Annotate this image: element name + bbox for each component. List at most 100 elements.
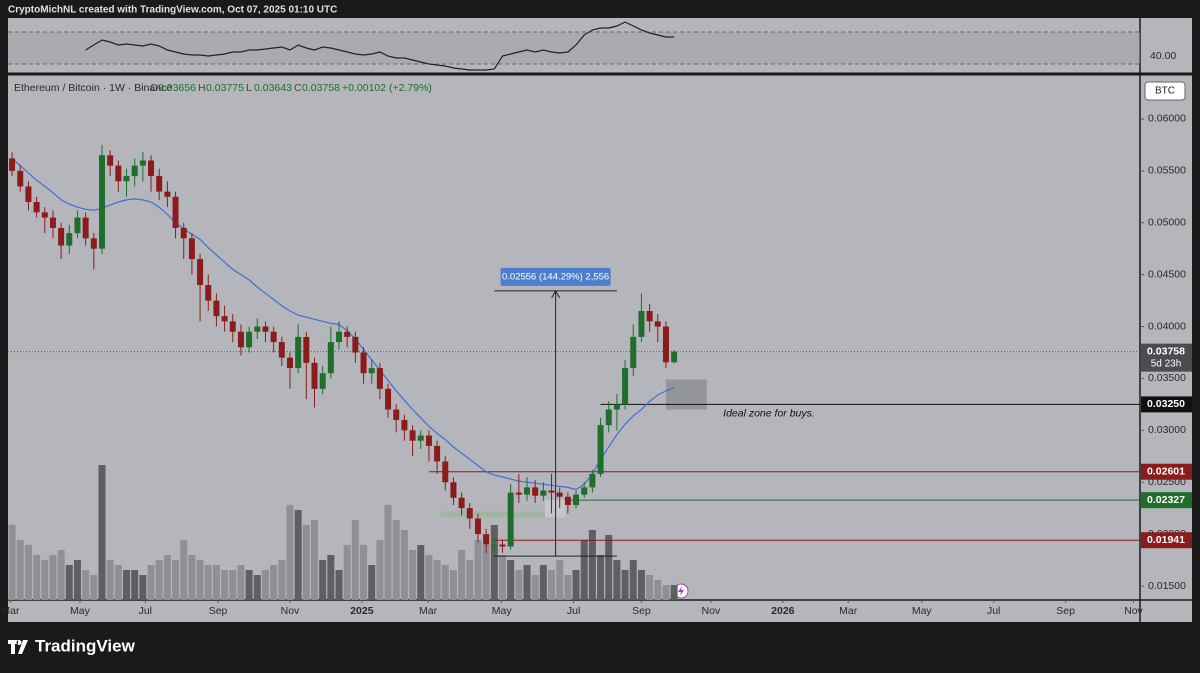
legend-value: 0.03758 xyxy=(302,82,340,94)
volume-bar xyxy=(384,505,392,600)
volume-bar xyxy=(319,560,327,600)
candle-body xyxy=(638,310,645,337)
candle-body xyxy=(98,155,105,249)
volume-bar xyxy=(368,565,376,600)
rsi-line xyxy=(85,21,675,71)
volume-bar xyxy=(286,505,294,600)
candle-body xyxy=(336,331,343,343)
candle-body xyxy=(425,435,432,446)
volume-bar xyxy=(163,555,171,600)
volume-bar xyxy=(548,570,556,600)
candle-body xyxy=(41,212,48,218)
volume-bar xyxy=(629,560,637,600)
volume-bar xyxy=(302,525,310,600)
candle-body xyxy=(581,487,588,495)
candle-body xyxy=(474,518,481,535)
measure-label: 0.02556 (144.29%) 2,556 xyxy=(502,271,609,282)
x-tick-label: May xyxy=(492,605,513,617)
currency[interactable]: BTC xyxy=(1155,86,1175,97)
candle-body xyxy=(254,326,261,332)
candle-body xyxy=(556,492,563,497)
volume-bar xyxy=(523,565,531,600)
volume-bar xyxy=(33,555,41,600)
candle-body xyxy=(507,492,514,547)
volume-bar xyxy=(310,520,318,600)
candle-body xyxy=(646,310,653,322)
volume-bar xyxy=(65,565,73,600)
volume-bar xyxy=(98,465,106,600)
candle-body xyxy=(385,388,392,410)
candle-body xyxy=(442,461,449,483)
legend-key: O xyxy=(150,82,158,94)
candle-body xyxy=(25,186,32,202)
candle-body xyxy=(82,217,89,239)
candle-body xyxy=(360,352,367,374)
note: Ideal zone for buys. xyxy=(723,407,815,419)
volume-bar xyxy=(490,525,498,600)
candle-body xyxy=(139,160,146,166)
level-label: 0.02327 xyxy=(1147,494,1185,506)
volume-bar xyxy=(425,555,433,600)
candle-body xyxy=(532,487,539,496)
volume-bar xyxy=(441,565,449,600)
y-tick-label: 0.05500 xyxy=(1148,165,1186,177)
watermark: CryptoMichNL created with TradingView.co… xyxy=(8,5,337,16)
y-tick-label: 0.04000 xyxy=(1148,320,1186,332)
volume-bar xyxy=(343,545,351,600)
level-box xyxy=(1141,396,1192,413)
candle-body xyxy=(237,331,244,348)
candle-body xyxy=(417,435,424,441)
volume-bar xyxy=(360,545,368,600)
y-tick-label: 0.06000 xyxy=(1148,113,1186,125)
volume-bar xyxy=(605,535,613,600)
volume-bar xyxy=(449,570,457,600)
chart-area xyxy=(8,18,1192,622)
brand: TradingView xyxy=(35,636,136,655)
current-price-label: 0.03758 xyxy=(1147,345,1185,357)
volume-bar xyxy=(82,570,90,600)
volume-bar xyxy=(294,510,302,600)
candle-body xyxy=(605,409,612,426)
candle-body xyxy=(188,238,195,260)
volume-bar xyxy=(245,570,253,600)
volume-bar xyxy=(539,565,547,600)
volume-bar xyxy=(24,545,32,600)
volume-bar xyxy=(654,580,662,600)
volume-bar xyxy=(458,550,466,600)
candle-body xyxy=(164,191,171,197)
candle-body xyxy=(466,508,473,519)
volume-bar xyxy=(261,570,269,600)
volume-bar xyxy=(498,555,506,600)
rsi-tick-label: 40.00 xyxy=(1150,50,1176,62)
countdown: 5d 23h xyxy=(1151,358,1182,369)
candle-body xyxy=(597,425,604,474)
volume-bar xyxy=(188,555,196,600)
candle-body xyxy=(156,176,163,192)
x-tick-label: Nov xyxy=(702,605,721,617)
candle-body xyxy=(524,487,531,495)
candle-body xyxy=(213,300,220,317)
x-tick-label: May xyxy=(912,605,933,617)
x-tick-label: Nov xyxy=(281,605,300,617)
x-tick-label: Jul xyxy=(139,605,152,617)
candle-body xyxy=(344,331,351,337)
candle-body xyxy=(483,534,490,545)
volume-bar xyxy=(556,560,564,600)
volume-bar xyxy=(278,560,286,600)
candle-body xyxy=(409,430,416,441)
volume-bar xyxy=(400,530,408,600)
candle-body xyxy=(548,490,555,493)
volume-bar xyxy=(327,555,335,600)
currency-box[interactable] xyxy=(1144,81,1186,101)
volume-bar xyxy=(588,530,596,600)
candle-body xyxy=(131,165,138,177)
measure-arrowhead xyxy=(551,289,561,299)
candle-body xyxy=(303,336,310,363)
volume-bar xyxy=(670,585,678,600)
candle-body xyxy=(229,321,236,332)
level-box xyxy=(1141,532,1192,549)
candle-body xyxy=(662,326,669,363)
volume-bar xyxy=(212,565,220,600)
y-tick-label: 0.05000 xyxy=(1148,217,1186,229)
